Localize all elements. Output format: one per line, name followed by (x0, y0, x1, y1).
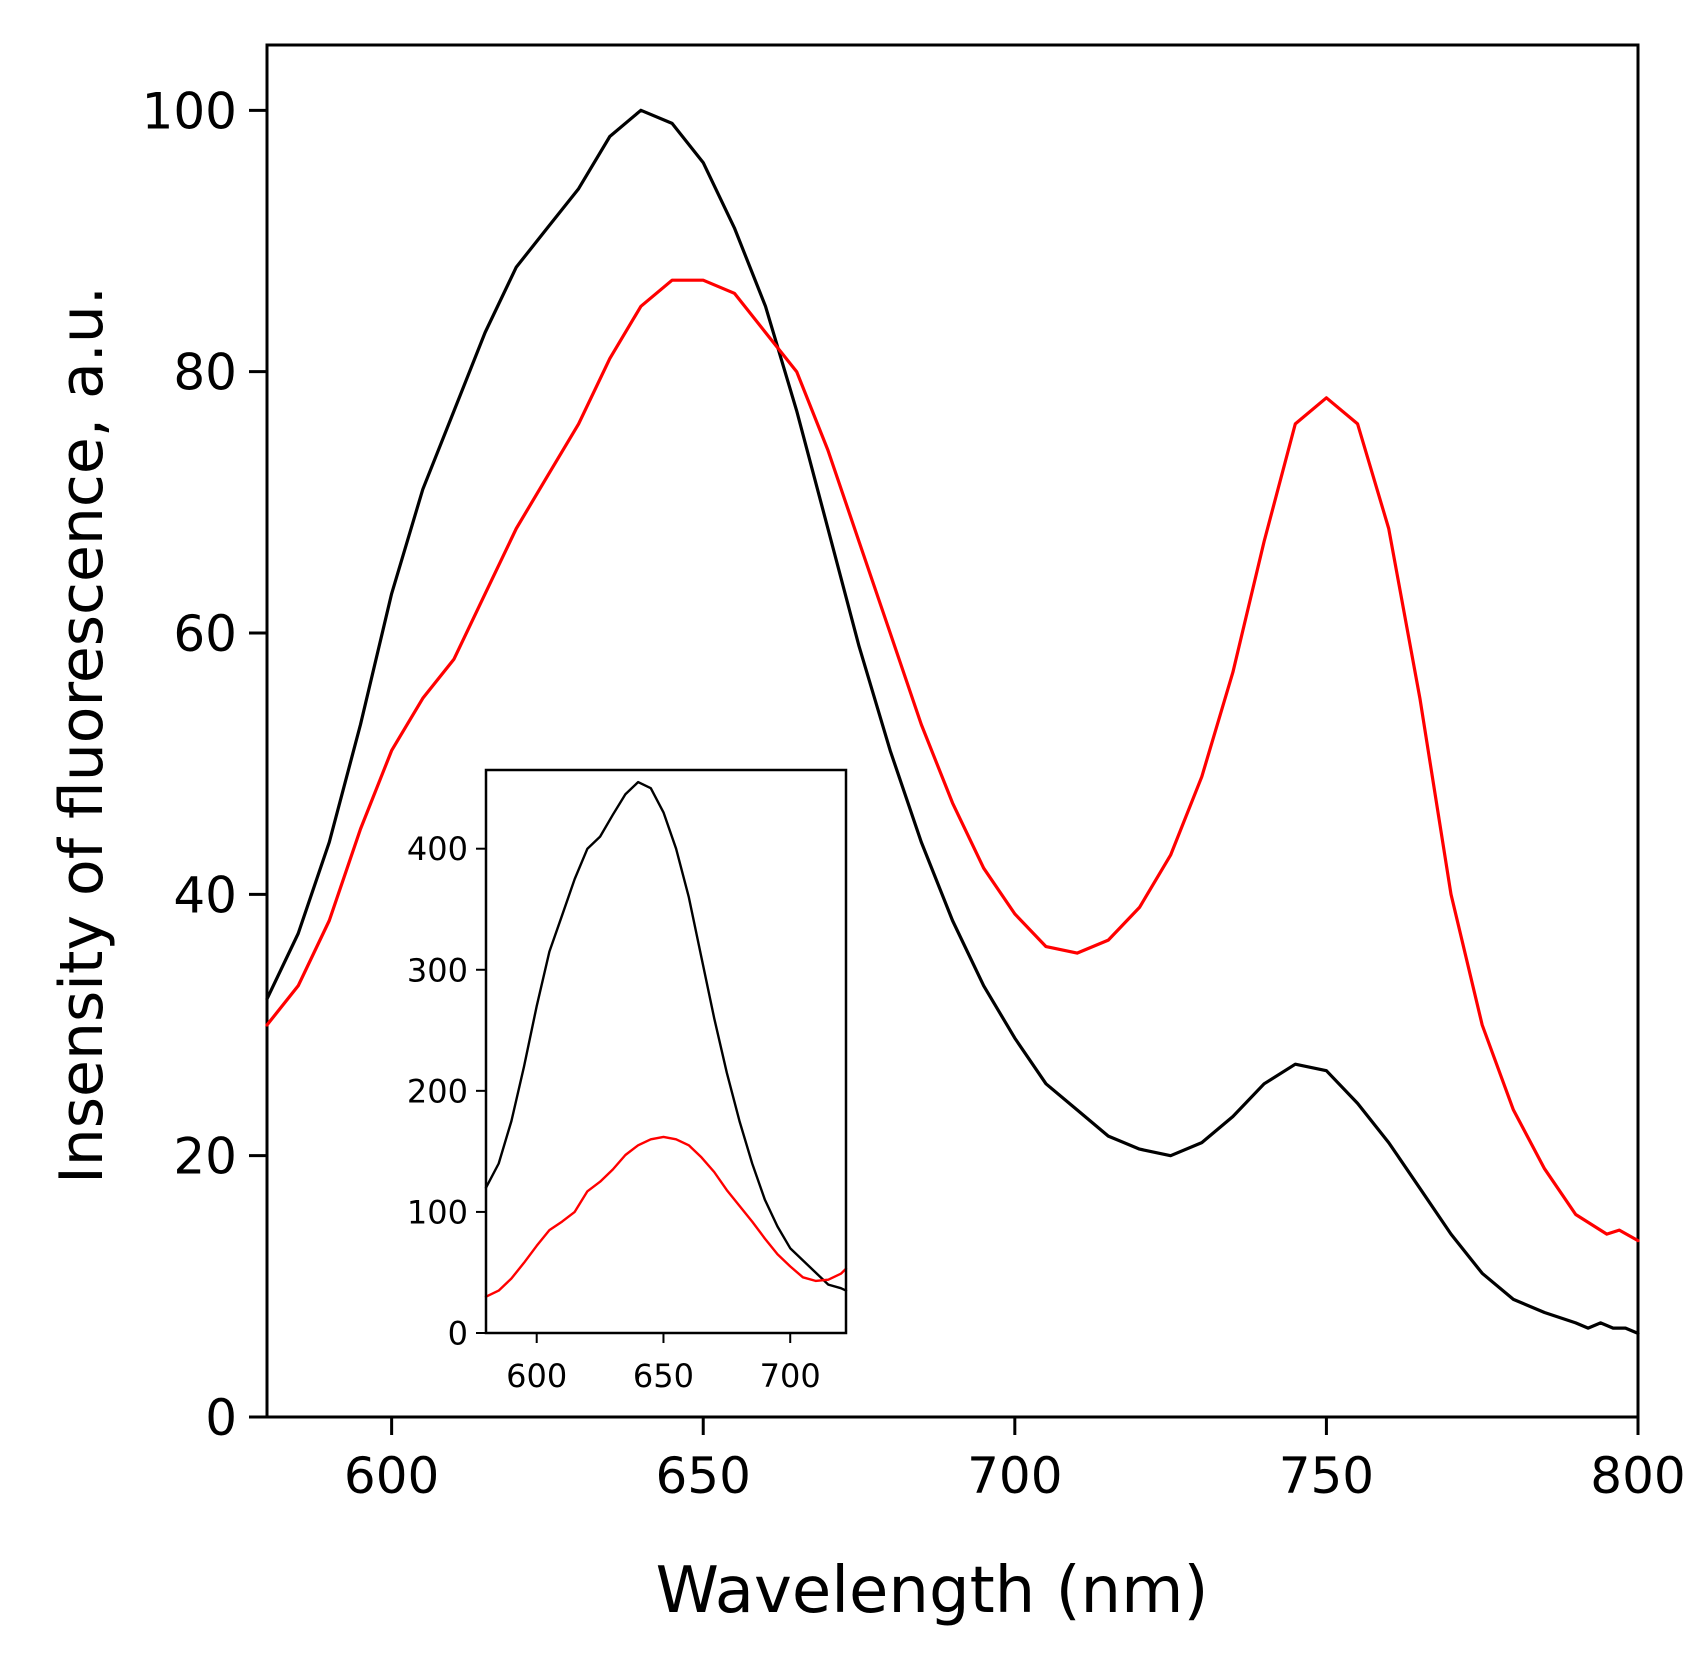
inset-x-axis: 600 650 700 (506, 1333, 821, 1395)
inset-y-tick-label: 400 (407, 830, 468, 868)
main-y-tick-label: 60 (173, 605, 237, 663)
inset-y-tick-label: 100 (407, 1193, 468, 1231)
main-x-tick-label: 700 (967, 1447, 1062, 1505)
inset-plot-frame (484, 768, 848, 1335)
main-y-tick-label: 100 (142, 82, 237, 140)
inset-x-tick-label: 600 (506, 1357, 567, 1395)
main-plot: 600 650 700 750 800 0 20 40 60 80 100 (142, 43, 1686, 1505)
inset-plot: 600 650 700 0 100 200 300 400 (407, 768, 848, 1395)
main-x-tick-label: 600 (344, 1447, 439, 1505)
inset-y-axis: 0 100 200 300 400 (407, 830, 486, 1353)
main-y-tick-label: 80 (173, 344, 237, 402)
main-x-tick-label: 650 (656, 1447, 751, 1505)
inset-x-tick-label: 700 (760, 1357, 821, 1395)
main-series-red-line (265, 278, 1640, 1243)
main-plot-frame (265, 43, 1640, 1419)
main-series-black-line (265, 108, 1640, 1335)
main-y-axis: 0 20 40 60 80 100 (142, 82, 267, 1447)
main-y-tick-label: 40 (173, 866, 237, 924)
inset-series-red-line (484, 1135, 848, 1298)
inset-y-tick-label: 300 (407, 951, 468, 989)
main-y-tick-label: 0 (205, 1389, 237, 1447)
inset-y-tick-label: 200 (407, 1072, 468, 1110)
main-x-tick-label: 750 (1279, 1447, 1374, 1505)
inset-x-tick-label: 650 (633, 1357, 694, 1395)
main-y-tick-label: 20 (173, 1128, 237, 1186)
main-x-axis: 600 650 700 750 800 (344, 1417, 1686, 1505)
inset-y-tick-label: 0 (448, 1315, 468, 1353)
inset-series-group (484, 780, 848, 1298)
main-series-group (265, 108, 1640, 1335)
x-axis-title: Wavelength (nm) (656, 1554, 1209, 1628)
inset-series-black-line (484, 780, 848, 1292)
main-x-tick-label: 800 (1590, 1447, 1685, 1505)
y-axis-title: Insensity of fluorescence, a.u. (47, 286, 117, 1184)
